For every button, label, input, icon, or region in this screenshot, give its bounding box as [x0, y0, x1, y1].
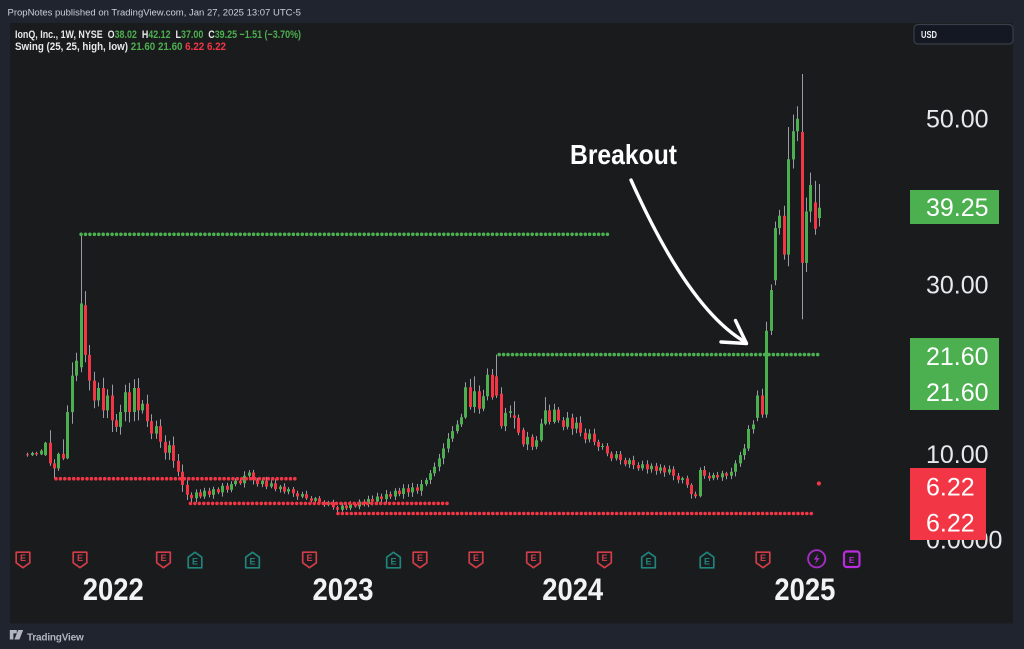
svg-text:IonQ, Inc., 1W, NYSE O38.02: IonQ, Inc., 1W, NYSE O38.02 H42.12 L37.0… [15, 29, 301, 41]
svg-text:Breakout: Breakout [570, 139, 677, 170]
svg-text:E: E [192, 557, 198, 567]
svg-text:39.25: 39.25 [926, 194, 989, 222]
svg-text:21.60: 21.60 [926, 379, 989, 407]
svg-text:Swing (25, 25, high, low) 21.6: Swing (25, 25, high, low) 21.60 21.60 6.… [15, 41, 226, 53]
svg-text:2024: 2024 [542, 571, 603, 607]
svg-text:TradingView: TradingView [27, 632, 84, 643]
svg-text:E: E [249, 557, 255, 567]
svg-text:E: E [704, 557, 710, 567]
svg-text:PropNotes published on Trading: PropNotes published on TradingView.com, … [8, 7, 301, 18]
svg-text:E: E [530, 553, 536, 563]
svg-text:10.00: 10.00 [926, 441, 989, 469]
svg-text:E: E [473, 553, 479, 563]
svg-text:E: E [417, 553, 423, 563]
svg-text:E: E [390, 557, 396, 567]
svg-text:2025: 2025 [774, 571, 835, 607]
svg-text:E: E [760, 553, 766, 563]
svg-text:2022: 2022 [83, 571, 144, 607]
svg-text:E: E [77, 553, 83, 563]
svg-text:E: E [306, 553, 312, 563]
svg-text:30.00: 30.00 [926, 271, 989, 299]
svg-text:2023: 2023 [313, 571, 374, 607]
svg-text:E: E [160, 553, 166, 563]
svg-text:E: E [645, 557, 651, 567]
svg-text:21.60: 21.60 [926, 343, 989, 371]
svg-text:E: E [601, 553, 607, 563]
svg-text:E: E [20, 553, 26, 563]
svg-text:USD: USD [921, 30, 937, 41]
svg-text:E: E [849, 555, 855, 565]
svg-text:6.22: 6.22 [926, 473, 975, 501]
svg-text:6.22: 6.22 [926, 509, 975, 537]
svg-text:50.00: 50.00 [926, 106, 989, 134]
